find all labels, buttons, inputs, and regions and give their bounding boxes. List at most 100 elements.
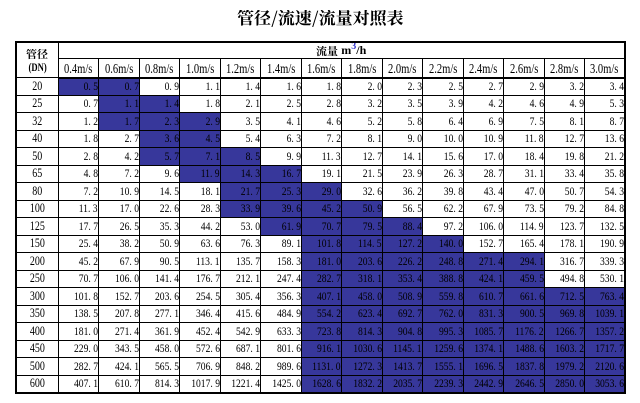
flow-value-cell: 190. 9 [584,234,626,253]
flow-value: 114. 9 [519,218,544,233]
flow-value: 2. 9 [205,113,220,128]
flow-value: 152. 7 [114,288,139,303]
flow-value-cell: 29. 0 [300,182,342,201]
flow-value-cell: 484. 9 [260,304,302,323]
flow-value-cell: 565. 5 [138,357,180,376]
flow-value: 19. 8 [564,148,584,163]
velocity-header-label: 1.6m/s [307,60,336,76]
flow-value-cell: 1832. 2 [341,374,383,393]
flow-value-cell: 356. 3 [260,287,302,306]
flow-value-cell: 4. 2 [462,94,504,113]
flow-value: 14. 5 [159,183,179,198]
dn-value: 80 [32,183,43,198]
flow-value: 38. 2 [119,236,139,251]
dn-cell: 500 [15,357,59,376]
flow-value: 305. 4 [236,288,260,303]
flow-value: 8. 1 [569,113,584,128]
flow-value-cell: 13. 6 [584,129,626,148]
flow-value: 3. 6 [164,131,179,146]
flow-value: 29. 0 [321,183,341,198]
flow-value: 79. 5 [362,218,382,233]
flow-value-cell: 346. 4 [179,304,221,323]
dn-value: 100 [29,201,45,216]
flow-value: 36. 2 [402,183,422,198]
flow-value: 25. 3 [281,183,301,198]
flow-value-cell: 5. 7 [138,147,180,166]
flow-value-cell: 2. 9 [503,77,545,96]
flow-value-cell: 176. 7 [179,269,221,288]
flow-value: 1039. 1 [595,306,624,321]
flow-value: 2. 7 [488,79,503,93]
flow-value: 11. 3 [79,201,98,216]
flow-value-cell: 2. 5 [260,94,302,113]
flow-value-cell: 11. 3 [57,199,99,218]
flow-value-cell: 4. 2 [98,147,140,166]
flow-value-cell: 212. 1 [219,269,261,288]
dn-value: 200 [29,253,45,268]
dn-value: 20 [32,78,43,93]
flow-value-cell: 10. 9 [462,129,504,148]
dn-value: 150 [29,236,45,251]
flow-value-cell: 424. 1 [98,357,140,376]
flow-value-cell: 54. 3 [584,182,626,201]
flow-value-cell: 1176. 2 [503,322,545,341]
flow-value: 152. 7 [479,236,503,251]
flow-value-cell: 361. 9 [138,322,180,341]
velocity-header-label: 1.8m/s [347,60,376,76]
flow-value: 10. 0 [443,131,463,146]
velocity-header-label: 2.0m/s [388,60,417,76]
flow-value: 17. 0 [119,201,139,216]
flow-value-cell: 2. 9 [179,112,221,131]
flow-value: 3. 5 [407,96,422,111]
flow-value: 1979. 2 [555,358,584,373]
flow-value-cell: 19. 1 [300,164,342,183]
flow-value-cell: 1. 7 [98,112,140,131]
flow-value-cell: 995. 3 [422,322,464,341]
velocity-header-1.2: 1.2m/s [219,57,261,79]
flow-value-cell: 610. 7 [98,374,140,393]
flow-value-cell: 542. 9 [219,322,261,341]
flow-value: 5. 3 [609,96,624,111]
flow-value-cell: 916. 1 [300,339,342,358]
flow-value: 610. 7 [479,288,503,303]
flow-value-cell: 661. 6 [503,287,545,306]
dn-value: 125 [29,218,45,233]
dn-value: 600 [29,376,45,390]
flow-value-cell: 10. 0 [422,129,464,148]
flow-value-cell: 4. 5 [179,129,221,148]
flow-value: 226. 2 [398,253,422,268]
velocity-header-label: 0.6m/s [104,60,133,76]
table-row-dn-32: 32 1. 2 1. 7 2. 3 2. 9 3. 5 4. 1 4. 6 5. 2 5. 8 6.… [15,112,626,131]
dn-cell: 250 [15,269,59,288]
flow-value: 723. 8 [317,323,341,338]
flow-value: 70. 7 [78,271,98,286]
velocity-header-1.0: 1.0m/s [179,57,221,79]
flow-value: 916. 1 [317,341,341,356]
velocity-header-label: 2.6m/s [509,60,538,76]
flow-value-cell: 2442. 9 [462,374,504,393]
pipe-diameter-label-text [26,48,48,60]
flow-value-cell: 53. 0 [219,217,261,236]
flow-value-cell: 452. 4 [179,322,221,341]
flow-value-cell: 1221. 4 [219,374,261,393]
flow-value: 969. 8 [560,306,584,321]
flow-value-cell: 2. 3 [138,112,180,131]
flow-value-cell: 277. 1 [138,304,180,323]
flow-value-cell: 848. 2 [219,357,261,376]
flow-value: 178. 1 [560,236,584,251]
flow-value-cell: 181. 0 [300,252,342,271]
flow-value-cell: 2120. 6 [584,357,626,376]
flow-value-cell: 318. 1 [341,269,383,288]
velocity-header-0.8: 0.8m/s [138,57,180,79]
flow-value-cell: 203. 6 [341,252,383,271]
flow-value-cell: 508. 9 [381,287,423,306]
velocity-header-2.6: 2.6m/s [503,57,545,79]
velocity-header-1.4: 1.4m/s [260,57,302,79]
flow-value-cell: 35. 3 [138,217,180,236]
flow-value: 407. 1 [317,288,341,303]
flow-value: 0. 7 [124,79,139,93]
flow-value-cell: 11. 8 [503,129,545,148]
pipe-diameter-unit-text: (DN) [28,60,47,75]
flow-value-cell: 4. 8 [57,164,99,183]
flow-value: 7. 2 [83,183,98,198]
